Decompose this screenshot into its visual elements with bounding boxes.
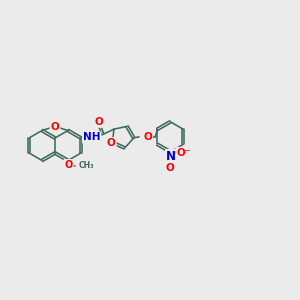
Text: O: O xyxy=(143,132,152,142)
Text: N: N xyxy=(166,150,176,163)
Text: O: O xyxy=(51,122,59,132)
Text: O: O xyxy=(166,163,175,173)
Text: O⁻: O⁻ xyxy=(176,148,190,158)
Text: O: O xyxy=(64,160,73,170)
Text: O: O xyxy=(107,138,116,148)
Text: O: O xyxy=(95,117,103,127)
Text: CH₃: CH₃ xyxy=(79,161,94,170)
Text: NH: NH xyxy=(83,132,100,142)
Text: +: + xyxy=(172,150,178,156)
